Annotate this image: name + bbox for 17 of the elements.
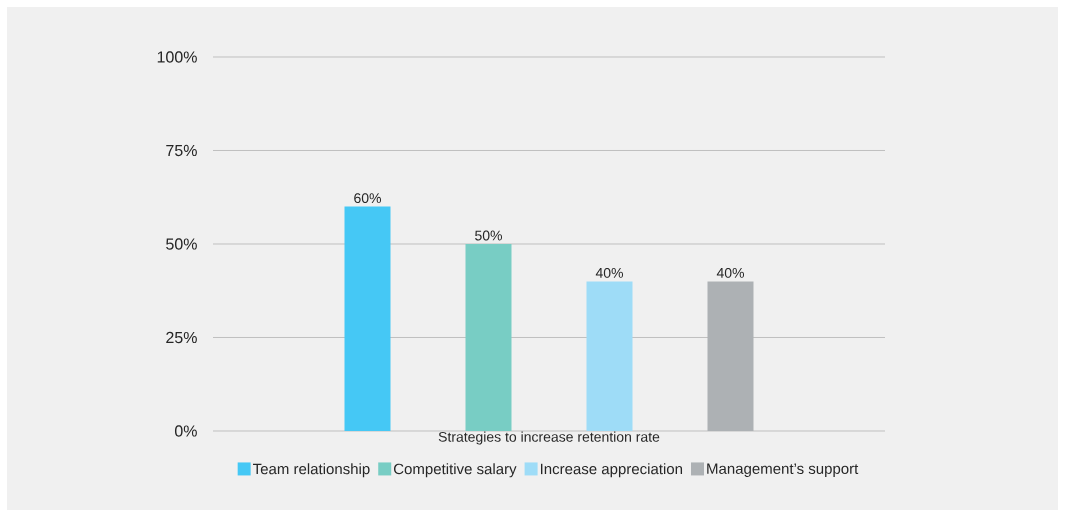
bar [344,206,391,431]
legend-label: Increase appreciation [540,463,683,478]
legend-label: Team relationship [252,463,370,478]
data-label: 40% [595,267,624,278]
bar [465,244,512,431]
data-label: 40% [716,267,745,278]
y-tick-label: 0% [174,425,197,437]
legend-label: Management’s support [707,463,859,477]
y-tick-label: 25% [166,331,197,344]
y-tick-label: 75% [166,144,197,157]
data-label: 60% [354,193,382,204]
y-tick-label: 50% [166,238,197,250]
bar [586,281,633,431]
data-label: 50% [475,230,503,241]
x-tick-label: Strategies to increase retention rate [438,431,660,445]
legend-label: Competitive salary [393,463,517,478]
y-tick-label: 100% [157,51,197,63]
